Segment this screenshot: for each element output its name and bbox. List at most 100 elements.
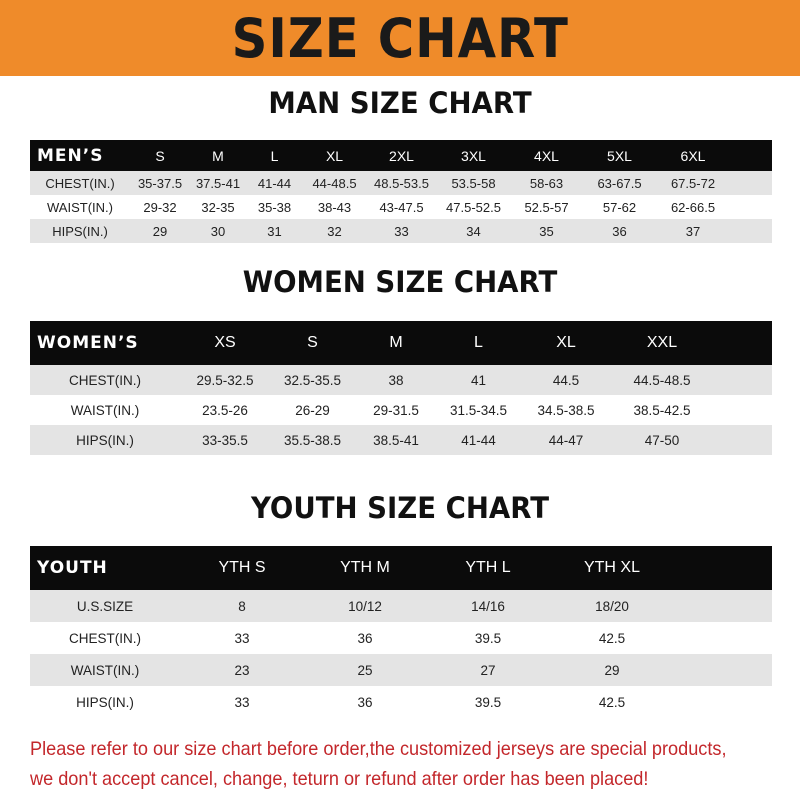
table-cell: 8 <box>238 598 246 614</box>
size-header-cell: YTH S <box>218 559 266 576</box>
notice-line-2: we don't accept cancel, change, teturn o… <box>30 768 649 790</box>
table-cell: 41-44 <box>257 175 292 191</box>
notice-line-1: Please refer to our size chart before or… <box>30 738 727 760</box>
table-row: HIPS(IN.) 33 36 39.5 42.5 <box>30 686 772 718</box>
table-cell: 34.5-38.5 <box>537 402 595 418</box>
header-row: MEN’S S M L XL 2XL 3XL 4XL 5XL 6XL <box>30 140 772 171</box>
table-row: HIPS(IN.) 33-35.5 35.5-38.5 38.5-41 41-44 44-… <box>30 425 772 455</box>
table-title-cell: MEN’S <box>37 145 104 166</box>
table-cell: 52.5-57 <box>524 199 569 215</box>
size-header-cell: 4XL <box>534 147 559 164</box>
table-cell: 37 <box>685 223 701 239</box>
table-cell: 23 <box>234 662 250 678</box>
table-cell: 57-62 <box>602 199 637 215</box>
table-row: CHEST(IN.) 35-37.5 37.5-41 41-44 44-48.5 48.5… <box>30 171 772 195</box>
table-row: CHEST(IN.) 33 36 39.5 42.5 <box>30 622 772 654</box>
table-row: CHEST(IN.) 29.5-32.5 32.5-35.5 38 41 44.5 44.5… <box>30 365 772 395</box>
table-cell: 32 <box>327 223 342 239</box>
table-cell: 23.5-26 <box>202 402 248 418</box>
youth-size-table: YOUTH YTH S YTH M YTH L YTH XL U.S.SIZE 8 10/12… <box>30 546 772 718</box>
table-cell: 44-47 <box>548 432 584 448</box>
table-cell: 33 <box>234 630 250 646</box>
table-cell: 10/12 <box>348 598 382 614</box>
table-cell: 47.5-52.5 <box>446 199 501 215</box>
table-cell: 30 <box>210 223 226 239</box>
row-label: HIPS(IN.) <box>76 694 134 710</box>
table-cell: 34 <box>466 223 481 239</box>
table-cell: 36 <box>357 630 373 646</box>
table-cell: 38.5-41 <box>373 432 419 448</box>
table-cell: 42.5 <box>598 630 626 646</box>
row-label: CHEST(IN.) <box>69 372 141 388</box>
men-section-title: MAN SIZE CHART <box>268 86 532 120</box>
table-cell: 44-48.5 <box>312 175 357 191</box>
women-size-table: WOMEN’S XS S M L XL XXL CHEST(IN.) 29.5-32.5 32.5… <box>30 321 772 455</box>
table-cell: 42.5 <box>598 694 626 710</box>
table-cell: 43-47.5 <box>379 199 424 215</box>
size-header-cell: 3XL <box>461 147 486 164</box>
women-section-title: WOMEN SIZE CHART <box>242 265 558 299</box>
table-cell: 31.5-34.5 <box>449 402 508 418</box>
table-cell: 32.5-35.5 <box>283 372 342 388</box>
table-cell: 14/16 <box>471 598 505 614</box>
table-cell: 31 <box>267 223 282 239</box>
row-label: WAIST(IN.) <box>70 402 140 418</box>
table-cell: 41 <box>470 372 487 388</box>
table-cell: 35 <box>539 223 554 239</box>
table-cell: 38 <box>388 372 404 388</box>
size-header-cell: 5XL <box>607 147 632 164</box>
table-cell: 47-50 <box>644 432 680 448</box>
table-cell: 32-35 <box>201 199 235 215</box>
size-header-cell: 2XL <box>389 147 414 164</box>
size-header-cell: S <box>155 147 165 164</box>
row-label: CHEST(IN.) <box>45 175 115 191</box>
table-cell: 33-35.5 <box>202 432 248 448</box>
table-row: WAIST(IN.) 29-32 32-35 35-38 38-43 43-47.5 47.… <box>30 195 772 219</box>
table-cell: 44.5 <box>552 372 580 388</box>
table-cell: 38.5-42.5 <box>633 402 691 418</box>
row-label: CHEST(IN.) <box>69 630 141 646</box>
size-header-cell: M <box>212 147 224 164</box>
table-cell: 44.5-48.5 <box>633 372 691 388</box>
table-cell: 35.5-38.5 <box>283 432 342 448</box>
table-cell: 33 <box>234 694 250 710</box>
size-header-cell: XL <box>325 147 344 164</box>
table-cell: 29-31.5 <box>373 402 419 418</box>
table-cell: 37.5-41 <box>195 175 241 191</box>
table-row: WAIST(IN.) 23.5-26 26-29 29-31.5 31.5-34.5 34… <box>30 395 772 425</box>
table-title-cell: YOUTH <box>37 558 108 578</box>
table-cell: 29.5-32.5 <box>196 372 254 388</box>
size-header-cell: YTH XL <box>583 559 640 576</box>
size-header-cell: YTH M <box>340 559 390 576</box>
table-cell: 25 <box>357 662 373 678</box>
table-cell: 18/20 <box>595 598 629 614</box>
size-header-cell: YTH L <box>465 559 511 576</box>
row-label: HIPS(IN.) <box>76 432 134 448</box>
page-title: SIZE CHART <box>231 6 569 70</box>
row-label: WAIST(IN.) <box>70 662 140 678</box>
table-cell: 67.5-72 <box>670 175 716 191</box>
size-header-cell: 6XL <box>680 147 706 164</box>
size-header-cell: XS <box>214 334 236 351</box>
size-header-cell: M <box>389 334 403 351</box>
size-header-cell: L <box>474 334 483 351</box>
size-header-cell: L <box>270 147 279 164</box>
row-label: HIPS(IN.) <box>52 223 108 239</box>
table-cell: 62-66.5 <box>670 199 716 215</box>
table-cell: 27 <box>480 662 496 678</box>
table-cell: 48.5-53.5 <box>374 175 429 191</box>
table-cell: 26-29 <box>295 402 330 418</box>
table-row: U.S.SIZE 8 10/12 14/16 18/20 <box>30 590 772 622</box>
table-cell: 53.5-58 <box>451 175 496 191</box>
youth-section-title: YOUTH SIZE CHART <box>250 491 550 525</box>
table-cell: 36 <box>357 694 373 710</box>
table-row: WAIST(IN.) 23 25 27 29 <box>30 654 772 686</box>
table-cell: 29-32 <box>143 199 177 215</box>
row-label: U.S.SIZE <box>76 598 134 614</box>
table-cell: 33 <box>394 223 409 239</box>
table-title-cell: WOMEN’S <box>37 333 139 353</box>
table-cell: 39.5 <box>474 630 502 646</box>
table-cell: 63-67.5 <box>597 175 642 191</box>
row-label: WAIST(IN.) <box>47 199 113 215</box>
table-row: HIPS(IN.) 29 30 31 32 33 34 35 36 37 <box>30 219 772 243</box>
